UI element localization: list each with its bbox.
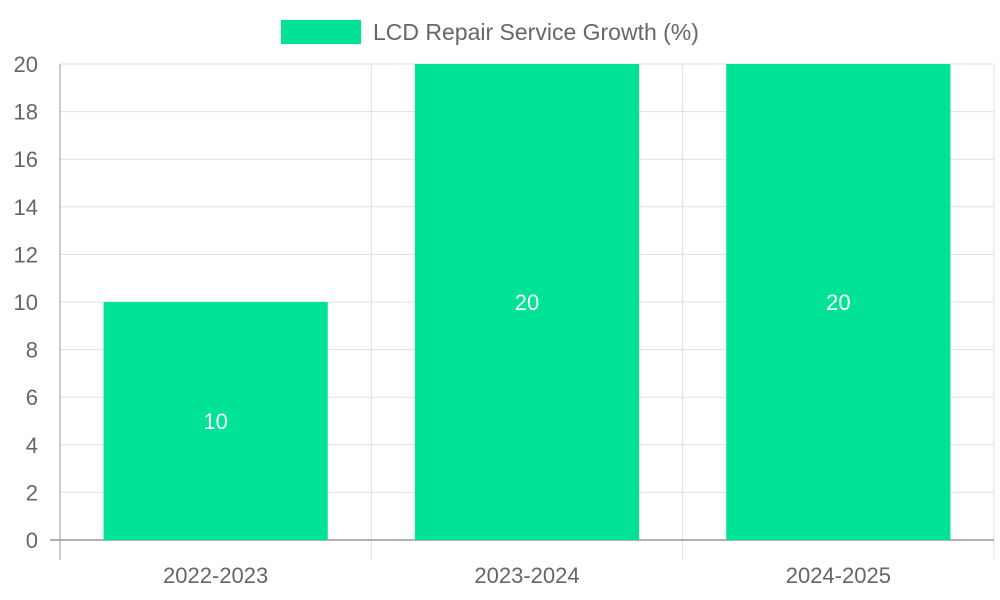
legend-swatch[interactable] [281,20,361,44]
y-tick-label: 12 [14,242,38,267]
y-tick-label: 20 [14,52,38,77]
x-tick-label: 2023-2024 [474,563,579,588]
y-tick-label: 6 [26,385,38,410]
bar[interactable] [103,302,328,540]
y-tick-label: 18 [14,100,38,125]
x-tick-label: 2022-2023 [163,563,268,588]
y-tick-label: 0 [26,528,38,553]
data-label: 20 [515,290,539,315]
legend-label[interactable]: LCD Repair Service Growth (%) [373,19,699,45]
y-tick-label: 10 [14,290,38,315]
data-label: 10 [203,409,227,434]
bar[interactable] [726,64,951,540]
y-tick-label: 2 [26,480,38,505]
bar[interactable] [414,64,640,540]
y-tick-label: 4 [26,433,38,458]
y-tick-label: 16 [14,147,38,172]
y-tick-label: 8 [26,338,38,363]
data-label: 20 [826,290,850,315]
y-tick-label: 14 [14,195,38,220]
x-tick-label: 2024-2025 [786,563,891,588]
